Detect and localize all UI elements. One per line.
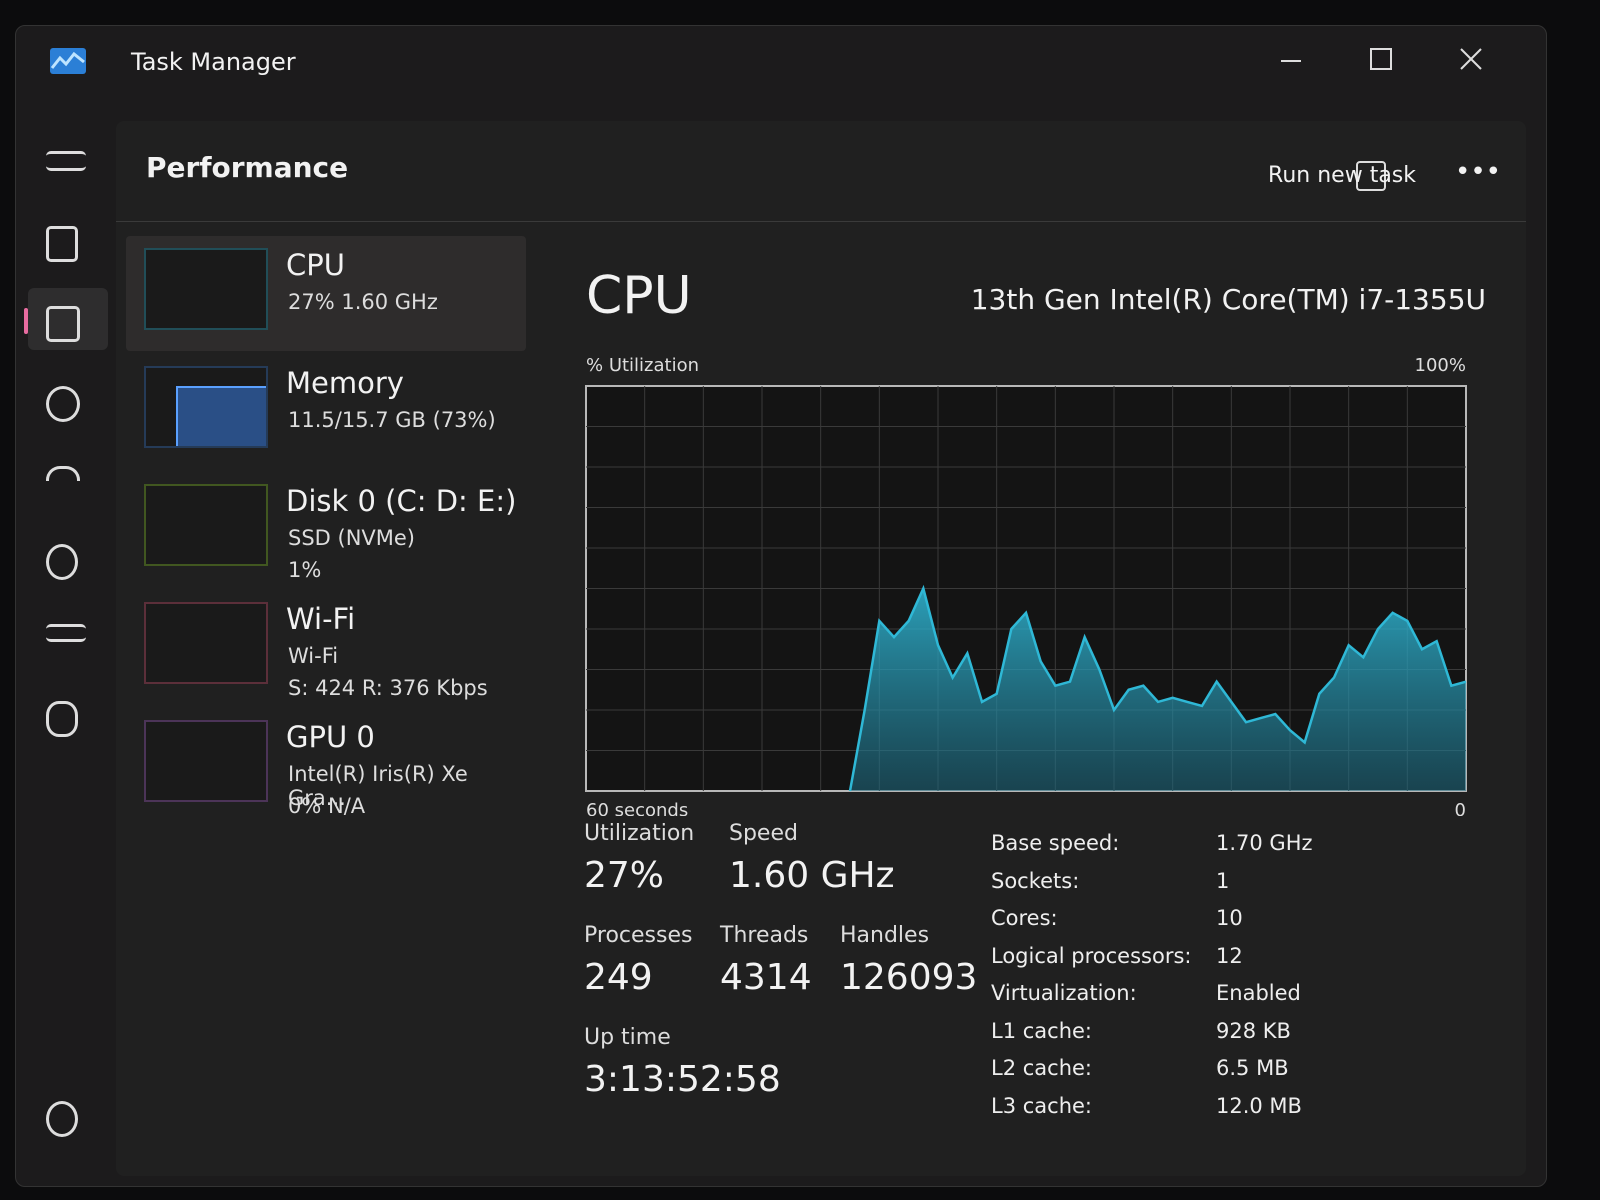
performance-panel: Performance Run new task ••• CPU 27% 1.60… bbox=[116, 121, 1526, 1176]
spec-label: Base speed: bbox=[991, 831, 1120, 855]
device-detail: SSD (NVMe) bbox=[288, 526, 416, 550]
stat-label: Processes bbox=[584, 923, 693, 948]
window-title: Task Manager bbox=[131, 48, 296, 76]
device-name: Wi-Fi bbox=[286, 602, 356, 636]
device-item[interactable]: Memory 11.5/15.7 GB (73%) bbox=[126, 354, 526, 469]
stat-label: Utilization bbox=[584, 821, 695, 846]
device-detail: 11.5/15.7 GB (73%) bbox=[288, 408, 496, 432]
stat-value: 3:13:52:58 bbox=[584, 1059, 781, 1100]
cpu-line bbox=[848, 584, 1467, 792]
spec-value: 6.5 MB bbox=[1216, 1056, 1289, 1080]
spec-value: 12 bbox=[1216, 943, 1243, 968]
spec-label: Virtualization: bbox=[991, 981, 1137, 1005]
device-detail: Wi-Fi bbox=[288, 644, 339, 668]
device-detail: S: 424 R: 376 Kbps bbox=[288, 676, 488, 700]
details-icon[interactable] bbox=[46, 624, 86, 642]
cpu-model: 13th Gen Intel(R) Core(TM) i7-1355U bbox=[970, 283, 1486, 316]
spec-value: 10 bbox=[1216, 906, 1243, 930]
device-name: GPU 0 bbox=[286, 720, 375, 754]
device-detail: 0% N/A bbox=[288, 794, 366, 818]
stat-label: Threads bbox=[720, 923, 809, 948]
stat-label: Handles bbox=[840, 923, 930, 948]
spec-value: Enabled bbox=[1216, 981, 1301, 1005]
window-controls[interactable] bbox=[1271, 41, 1501, 81]
task-manager-window: Task Manager Performance Run new task ••… bbox=[15, 25, 1547, 1187]
device-item[interactable]: CPU 27% 1.60 GHz bbox=[126, 236, 526, 351]
device-thumbnail bbox=[144, 720, 268, 802]
more-button[interactable]: ••• bbox=[1454, 157, 1501, 187]
performance-icon[interactable] bbox=[46, 306, 80, 342]
stat-label: Speed bbox=[729, 821, 798, 846]
app-icon bbox=[50, 48, 86, 74]
device-detail: 27% 1.60 GHz bbox=[288, 290, 438, 314]
spec-label: L3 cache: bbox=[991, 1093, 1093, 1118]
device-thumbnail bbox=[144, 602, 268, 684]
page-header: Performance bbox=[146, 151, 349, 184]
memory-fill bbox=[176, 386, 266, 446]
device-item[interactable]: Wi-Fi Wi-Fi S: 424 R: 376 Kbps bbox=[126, 590, 526, 705]
stat-label: Up time bbox=[584, 1025, 671, 1050]
spec-value: 12.0 MB bbox=[1216, 1093, 1302, 1118]
device-item[interactable]: Disk 0 (C: D: E:) SSD (NVMe) 1% bbox=[126, 472, 526, 587]
spec-label: Logical processors: bbox=[991, 943, 1192, 968]
run-new-task-button[interactable]: Run new task bbox=[1268, 163, 1416, 188]
stat-value: 1.60 GHz bbox=[729, 855, 895, 896]
device-thumbnail bbox=[144, 366, 268, 448]
device-name: Disk 0 (C: D: E:) bbox=[286, 484, 517, 518]
y-axis-label: % Utilization bbox=[586, 355, 699, 376]
processes-icon[interactable] bbox=[46, 226, 78, 262]
device-name: Memory bbox=[286, 366, 404, 400]
device-thumbnail bbox=[144, 248, 268, 330]
run-task-icon[interactable] bbox=[1356, 161, 1386, 191]
cpu-graph: % Utilization 100% 60 seconds 0 bbox=[585, 355, 1467, 816]
users-icon[interactable] bbox=[46, 544, 78, 580]
nav-indicator bbox=[24, 308, 28, 334]
services-icon[interactable] bbox=[46, 701, 78, 737]
divider bbox=[116, 221, 1526, 222]
device-detail: Intel(R) Iris(R) Xe Gra... bbox=[288, 762, 468, 810]
stats: Utilization 27% Speed 1.60 GHz Processes 249 T… bbox=[584, 821, 984, 1161]
x-tick-label: 60 seconds bbox=[586, 800, 688, 816]
spec-label: Sockets: bbox=[991, 868, 1080, 893]
stat-value: 249 bbox=[584, 957, 653, 998]
spec-value: 1.70 GHz bbox=[1216, 831, 1313, 855]
spec-value: 1 bbox=[1216, 868, 1230, 893]
device-thumbnail bbox=[144, 484, 268, 566]
spec-value: 928 KB bbox=[1216, 1018, 1291, 1043]
stat-value: 27% bbox=[584, 855, 665, 896]
menu-icon[interactable] bbox=[46, 151, 86, 171]
device-name: CPU bbox=[286, 248, 345, 282]
main-title: CPU bbox=[586, 266, 692, 326]
spec-label: L2 cache: bbox=[991, 1056, 1093, 1080]
y-tick-label: 100% bbox=[1415, 355, 1466, 376]
device-detail: 1% bbox=[288, 558, 322, 582]
stat-value: 4314 bbox=[720, 957, 812, 998]
startup-icon[interactable] bbox=[46, 466, 80, 481]
x-tick-label: 0 bbox=[1455, 800, 1466, 816]
stat-value: 126093 bbox=[840, 957, 978, 998]
history-icon[interactable] bbox=[46, 386, 80, 422]
cpu-area bbox=[850, 588, 1466, 791]
spec-label: Cores: bbox=[991, 906, 1058, 930]
device-item[interactable]: GPU 0 Intel(R) Iris(R) Xe Gra... 0% N/A bbox=[126, 708, 526, 823]
settings-icon[interactable] bbox=[46, 1101, 78, 1137]
spec-label: L1 cache: bbox=[991, 1018, 1093, 1043]
